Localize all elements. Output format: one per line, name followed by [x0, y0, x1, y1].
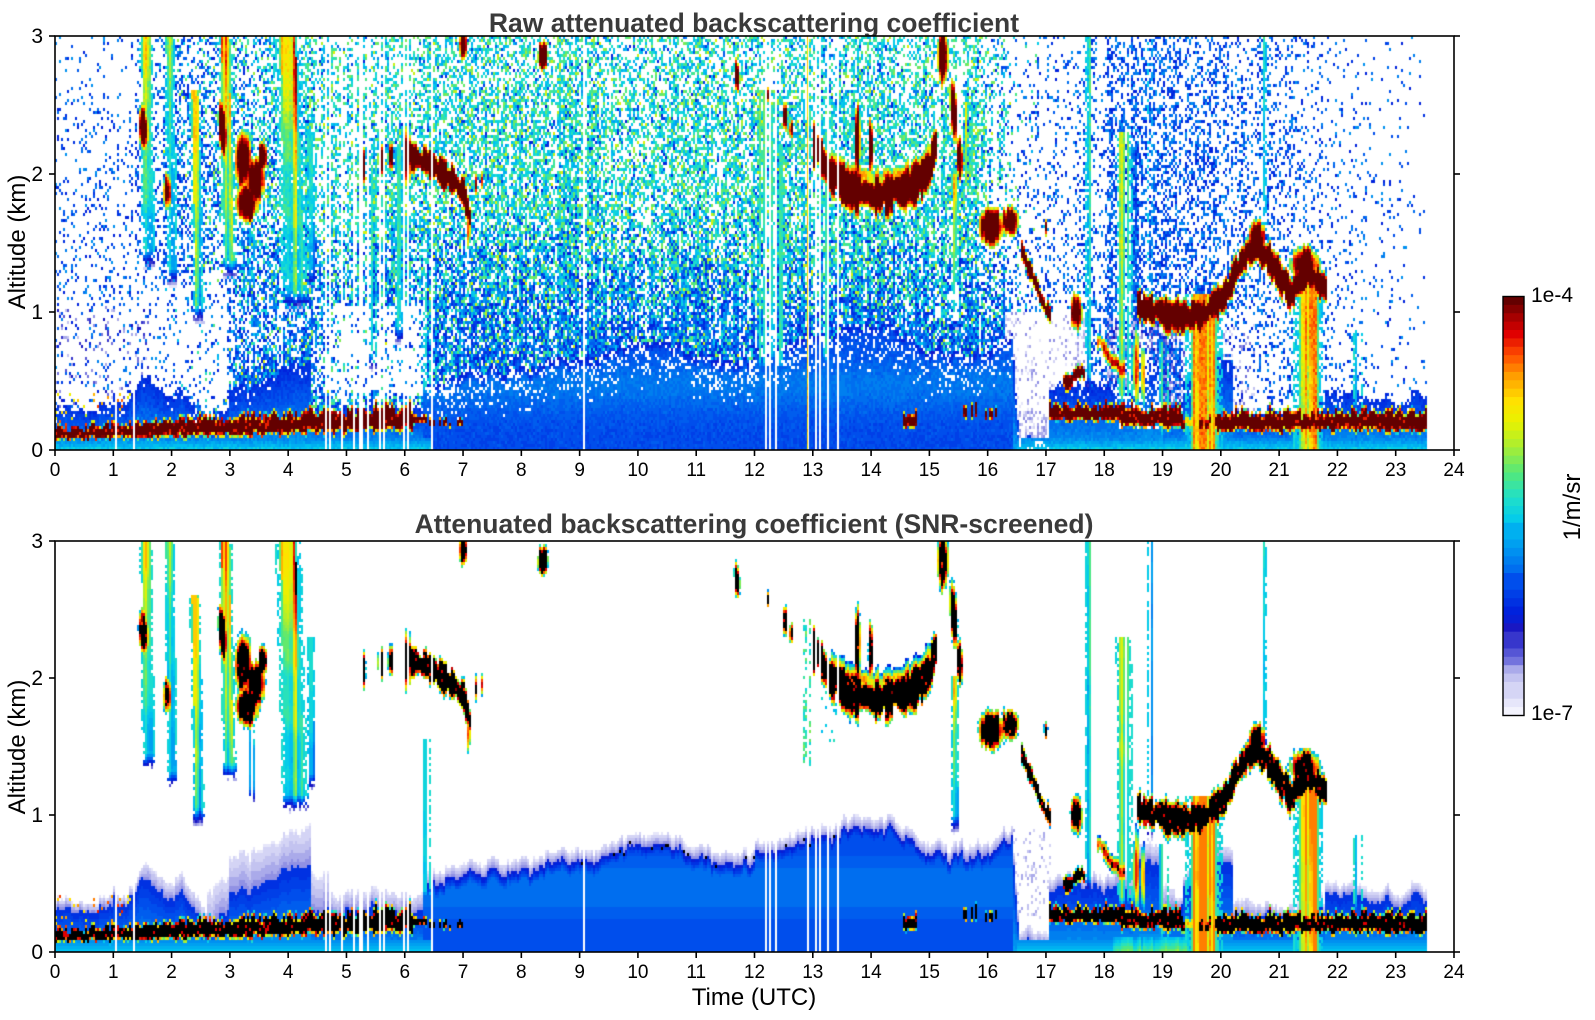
- svg-text:19: 19: [1152, 460, 1173, 481]
- svg-text:6: 6: [399, 962, 410, 983]
- svg-text:2: 2: [31, 667, 43, 690]
- svg-text:15: 15: [919, 962, 940, 983]
- svg-text:18: 18: [1094, 460, 1115, 481]
- svg-text:17: 17: [1035, 460, 1056, 481]
- svg-text:24: 24: [1443, 962, 1465, 983]
- svg-text:5: 5: [341, 962, 352, 983]
- svg-text:3: 3: [225, 962, 236, 983]
- svg-text:12: 12: [744, 460, 765, 481]
- svg-text:15: 15: [919, 460, 940, 481]
- svg-text:1: 1: [31, 804, 43, 827]
- svg-text:17: 17: [1035, 962, 1056, 983]
- svg-text:3: 3: [225, 460, 236, 481]
- svg-text:1: 1: [31, 301, 43, 324]
- svg-text:16: 16: [977, 460, 998, 481]
- svg-text:14: 14: [861, 962, 883, 983]
- svg-text:0: 0: [50, 962, 61, 983]
- svg-text:21: 21: [1269, 962, 1290, 983]
- svg-text:4: 4: [283, 460, 294, 481]
- svg-text:16: 16: [977, 962, 998, 983]
- svg-text:18: 18: [1094, 962, 1115, 983]
- svg-text:22: 22: [1327, 962, 1348, 983]
- svg-text:8: 8: [516, 962, 527, 983]
- svg-text:7: 7: [458, 460, 469, 481]
- svg-text:5: 5: [341, 460, 352, 481]
- svg-text:23: 23: [1385, 460, 1406, 481]
- svg-text:14: 14: [861, 460, 883, 481]
- svg-text:23: 23: [1385, 962, 1406, 983]
- svg-text:7: 7: [458, 962, 469, 983]
- svg-text:1: 1: [108, 962, 119, 983]
- svg-text:13: 13: [802, 962, 823, 983]
- svg-text:20: 20: [1210, 460, 1231, 481]
- svg-text:19: 19: [1152, 962, 1173, 983]
- svg-text:24: 24: [1443, 460, 1465, 481]
- svg-text:0: 0: [50, 460, 61, 481]
- svg-text:11: 11: [686, 962, 706, 983]
- svg-text:1: 1: [108, 460, 119, 481]
- svg-text:9: 9: [574, 460, 585, 481]
- svg-text:2: 2: [31, 163, 43, 186]
- svg-text:0: 0: [31, 439, 43, 462]
- svg-text:4: 4: [283, 962, 294, 983]
- svg-text:20: 20: [1210, 962, 1231, 983]
- svg-text:2: 2: [166, 962, 177, 983]
- svg-text:3: 3: [31, 530, 43, 553]
- svg-text:9: 9: [574, 962, 585, 983]
- svg-text:11: 11: [686, 460, 706, 481]
- svg-text:12: 12: [744, 962, 765, 983]
- svg-text:10: 10: [627, 460, 648, 481]
- svg-text:6: 6: [399, 460, 410, 481]
- svg-text:22: 22: [1327, 460, 1348, 481]
- svg-text:3: 3: [31, 25, 43, 48]
- svg-text:8: 8: [516, 460, 527, 481]
- svg-text:2: 2: [166, 460, 177, 481]
- svg-text:13: 13: [802, 460, 823, 481]
- svg-text:0: 0: [31, 941, 43, 964]
- svg-text:21: 21: [1269, 460, 1290, 481]
- svg-text:10: 10: [627, 962, 648, 983]
